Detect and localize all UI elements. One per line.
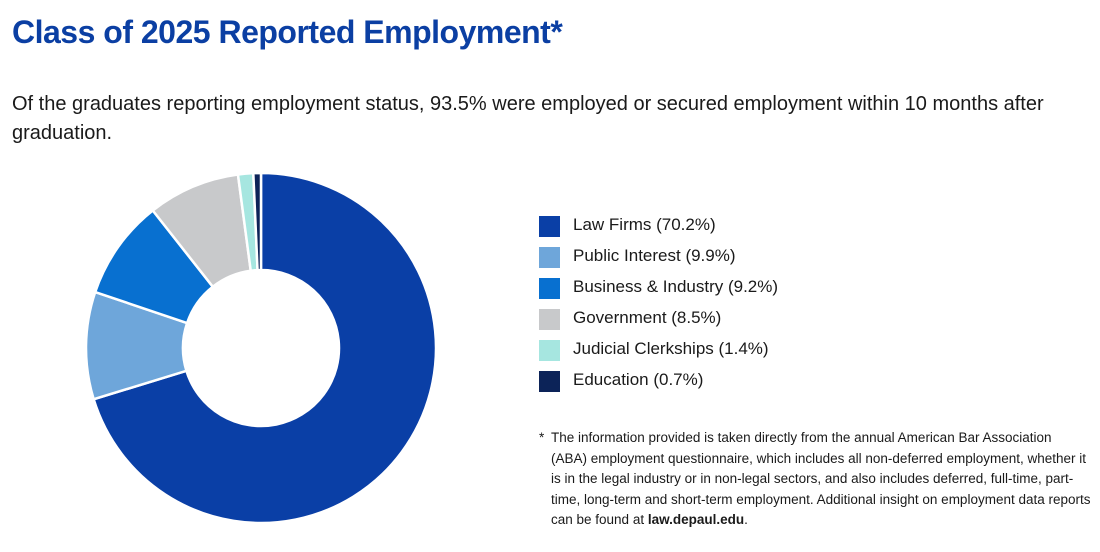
footnote-line-1: * The information provided is taken dire… [539, 428, 1091, 531]
footnote-asterisk: * [539, 430, 545, 445]
donut-chart [85, 172, 437, 524]
legend-swatch [539, 340, 560, 361]
legend-swatch [539, 216, 560, 237]
legend-label: Business & Industry (9.2%) [573, 277, 779, 296]
legend-swatch [539, 247, 560, 268]
legend-label: Government (8.5%) [573, 308, 722, 327]
legend-label: Judicial Clerkships (1.4%) [573, 339, 769, 358]
donut-slice-0 [92, 172, 437, 524]
page-title: Class of 2025 Reported Employment* [12, 14, 563, 50]
intro-text: Of the graduates reporting employment st… [12, 93, 1044, 144]
legend-label: Education (0.7%) [573, 370, 704, 389]
legend-label: Law Firms (70.2%) [573, 215, 716, 234]
legend-swatch [539, 309, 560, 330]
donut-chart-svg [85, 172, 437, 524]
footnote-body: The information provided is taken direct… [551, 430, 1091, 527]
footnote: * The information provided is taken dire… [539, 428, 1091, 531]
footnote-end: . [744, 512, 748, 527]
donut-slice-5 [251, 172, 263, 272]
legend-swatch [539, 371, 560, 392]
legend-label: Public Interest (9.9%) [573, 246, 736, 265]
footnote-text: The information provided is taken direct… [539, 428, 1091, 531]
footnote-link[interactable]: law.depaul.edu [647, 512, 745, 527]
legend-swatch [539, 278, 560, 299]
